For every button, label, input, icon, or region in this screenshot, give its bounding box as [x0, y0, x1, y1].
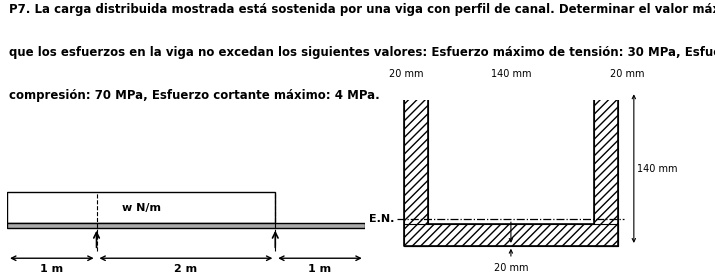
Text: que los esfuerzos en la viga no excedan los siguientes valores: Esfuerzo máximo : que los esfuerzos en la viga no excedan … [9, 46, 715, 59]
Text: 20 mm: 20 mm [493, 263, 528, 273]
Text: compresión: 70 MPa, Esfuerzo cortante máximo: 4 MPa.: compresión: 70 MPa, Esfuerzo cortante má… [9, 89, 380, 102]
Text: 1 m: 1 m [308, 264, 332, 274]
Bar [7, 192, 275, 223]
Text: 2 m: 2 m [174, 264, 197, 274]
Text: 140 mm: 140 mm [637, 163, 678, 174]
Text: 140 mm: 140 mm [490, 69, 531, 80]
Text: E.N.: E.N. [370, 214, 395, 224]
Bar [404, 224, 618, 246]
Text: P7. La carga distribuida mostrada está sostenida por una viga con perfil de cana: P7. La carga distribuida mostrada está s… [9, 3, 715, 16]
Bar [404, 92, 428, 246]
Text: 20 mm: 20 mm [390, 69, 424, 80]
Bar [594, 92, 618, 246]
Text: 20 mm: 20 mm [610, 69, 644, 80]
Bar [7, 223, 365, 228]
Text: w N/m: w N/m [122, 203, 161, 213]
Text: 1 m: 1 m [40, 264, 64, 274]
